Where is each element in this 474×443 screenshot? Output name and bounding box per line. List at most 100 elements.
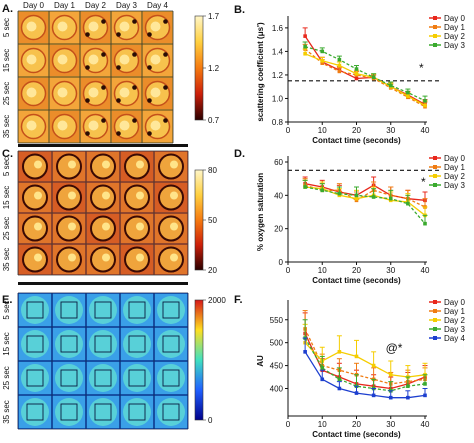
tissue-spot-core bbox=[150, 87, 161, 98]
x-tick-label: 20 bbox=[352, 420, 361, 429]
legend-swatch-marker bbox=[433, 327, 437, 331]
tissue-spot bbox=[123, 296, 151, 324]
data-point bbox=[303, 44, 307, 49]
dark-spot bbox=[85, 32, 90, 37]
dark-spot bbox=[132, 85, 137, 90]
series-line bbox=[304, 46, 426, 102]
y-tick-label: 60 bbox=[274, 158, 283, 167]
x-tick-label: 10 bbox=[318, 126, 327, 135]
day-label: Day 4 bbox=[147, 1, 168, 10]
x-tick-label: 0 bbox=[286, 266, 291, 275]
panel-letter: E. bbox=[2, 294, 12, 306]
tissue-spot bbox=[21, 398, 49, 426]
tissue-spot-core bbox=[150, 120, 161, 131]
y-axis-label: AU bbox=[256, 355, 265, 367]
chart-b: B. 0 10 20 30 40 0.8 1.0 1.2 1.4 1.6 Contact time (… bbox=[234, 4, 465, 145]
x-axis-label: Contact time (seconds) bbox=[312, 136, 401, 145]
row-label: 35 sec bbox=[2, 115, 11, 139]
tissue-spot-core bbox=[26, 21, 37, 32]
dark-spot bbox=[85, 131, 90, 136]
data-point bbox=[371, 75, 376, 80]
x-tick-label: 40 bbox=[421, 420, 430, 429]
roi-box bbox=[162, 335, 180, 353]
tissue-spot bbox=[89, 330, 117, 358]
row-label: 5 sec bbox=[2, 300, 11, 319]
panel-letter: A. bbox=[2, 3, 13, 15]
panel-a: A. Day 0 Day 1 Day 2 Day 3 Day 4 5 sec 15 sec 25… bbox=[2, 1, 220, 147]
data-point bbox=[354, 71, 359, 76]
colorbar-tick-label: 0 bbox=[208, 416, 213, 425]
dark-spot bbox=[132, 118, 137, 123]
series-line bbox=[304, 333, 426, 390]
roi-box bbox=[60, 369, 78, 387]
y-tick-label: 1.6 bbox=[272, 24, 284, 33]
data-point bbox=[423, 99, 427, 103]
data-point bbox=[354, 193, 359, 198]
colorbar-tick-label: 80 bbox=[208, 166, 217, 175]
y-tick-label: 1.2 bbox=[272, 71, 284, 80]
dark-spot bbox=[132, 52, 137, 57]
tissue-spot-core bbox=[68, 191, 76, 200]
day-label: Day 3 bbox=[116, 1, 137, 10]
x-axis-label: Contact time (seconds) bbox=[312, 276, 401, 285]
data-point bbox=[337, 386, 342, 391]
y-tick-label: 450 bbox=[270, 362, 284, 371]
tissue-spot-core bbox=[102, 160, 110, 169]
roi-box bbox=[162, 301, 180, 319]
legend-label: Day 0 bbox=[444, 154, 465, 163]
tissue-spot-core bbox=[26, 120, 37, 131]
series-line bbox=[304, 53, 426, 107]
day-label: Day 2 bbox=[85, 1, 106, 10]
significance-annotation: @* bbox=[386, 341, 403, 355]
colorbar-tick-label: 1.7 bbox=[208, 12, 220, 21]
legend-label: Day 2 bbox=[444, 316, 465, 325]
data-point bbox=[388, 372, 393, 377]
y-tick-label: 0 bbox=[279, 258, 284, 267]
series-line bbox=[305, 186, 426, 216]
roi-box bbox=[128, 369, 146, 387]
roi-box bbox=[162, 369, 180, 387]
data-point bbox=[337, 191, 342, 196]
roi-box bbox=[26, 369, 44, 387]
data-point bbox=[354, 196, 359, 201]
tissue-spot bbox=[123, 330, 151, 358]
dark-spot bbox=[116, 65, 121, 70]
y-tick-label: 40 bbox=[274, 191, 283, 200]
data-point bbox=[354, 391, 359, 395]
legend-swatch-marker bbox=[433, 165, 437, 169]
roi-box bbox=[128, 335, 146, 353]
tissue-spot-core bbox=[102, 222, 110, 231]
legend-label: Day 0 bbox=[444, 14, 465, 23]
colorbar-tick-label: 1.2 bbox=[208, 64, 220, 73]
panel-letter: F. bbox=[234, 294, 243, 306]
tissue-spot-core bbox=[34, 160, 42, 169]
tissue-spot bbox=[21, 296, 49, 324]
legend-label: Day 4 bbox=[444, 334, 465, 343]
dark-spot bbox=[163, 52, 168, 57]
dark-spot bbox=[147, 65, 152, 70]
dark-spot bbox=[147, 32, 152, 37]
legend-label: Day 3 bbox=[444, 325, 465, 334]
roi-box bbox=[26, 403, 44, 421]
roi-box bbox=[128, 301, 146, 319]
dark-spot bbox=[101, 118, 106, 123]
dark-spot bbox=[163, 85, 168, 90]
tissue-spot-core bbox=[26, 87, 37, 98]
x-tick-label: 40 bbox=[421, 266, 430, 275]
y-tick-label: 550 bbox=[270, 316, 284, 325]
data-point bbox=[354, 354, 359, 359]
legend-swatch-marker bbox=[433, 336, 437, 340]
data-point bbox=[406, 384, 410, 389]
colorbar bbox=[194, 169, 204, 271]
tissue-spot-core bbox=[119, 120, 130, 131]
legend-swatch-marker bbox=[433, 183, 437, 187]
x-tick-label: 30 bbox=[386, 126, 395, 135]
x-tick-label: 20 bbox=[352, 126, 361, 135]
series-line bbox=[304, 328, 426, 385]
data-point bbox=[406, 94, 410, 98]
separator-bar bbox=[18, 282, 188, 285]
data-point bbox=[303, 350, 307, 354]
tissue-spot bbox=[157, 330, 185, 358]
tissue-spot bbox=[89, 364, 117, 392]
tissue-spot-core bbox=[136, 160, 144, 169]
